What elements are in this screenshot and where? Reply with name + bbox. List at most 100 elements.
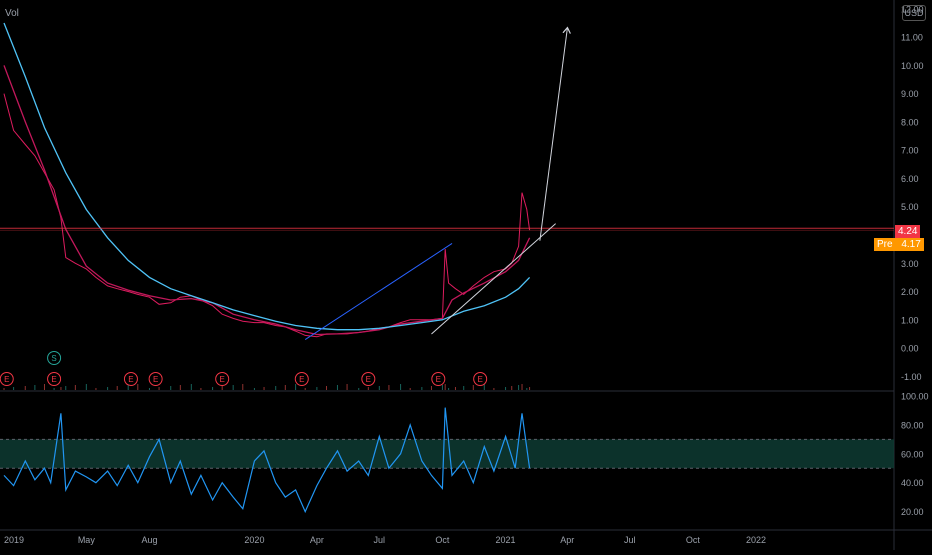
volume-bar <box>242 384 244 390</box>
time-axis-tick-label: Oct <box>435 535 450 545</box>
rsi-axis-tick-label: 100.00 <box>901 392 929 402</box>
volume-bar <box>325 386 327 390</box>
volume-bar <box>212 387 214 390</box>
last-price-tag: 4.24 <box>895 225 921 238</box>
volume-bar <box>441 385 443 390</box>
volume-bar <box>529 387 531 390</box>
volume-bar <box>232 385 234 390</box>
earnings-marker-icon <box>148 372 163 386</box>
last-price-value: 4.24 <box>898 226 918 237</box>
time-axis-tick-label: Jul <box>374 535 386 545</box>
volume-bar <box>444 384 446 390</box>
rsi-band-layer <box>0 438 894 469</box>
earnings-marker-icon <box>361 372 376 386</box>
volume-bar <box>346 384 348 390</box>
earnings-marker-label: E <box>366 375 371 384</box>
volume-bar <box>367 387 369 390</box>
premarket-price-tag: Pre 4.17 <box>874 238 924 251</box>
price-axis-tick-label: 2.00 <box>901 287 919 297</box>
price-axis-tick-label: 3.00 <box>901 259 919 269</box>
volume-bar <box>200 388 202 390</box>
earnings-marker-label: E <box>153 375 158 384</box>
volume-bar <box>518 385 520 390</box>
time-axis-tick-label: 2019 <box>4 535 24 545</box>
earnings-marker-label: E <box>220 375 225 384</box>
split-marker-label: S <box>51 354 56 363</box>
earnings-marker-icon <box>473 372 488 386</box>
rsi-axis-tick-label: 60.00 <box>901 449 924 459</box>
volume-bar <box>116 386 118 390</box>
drawing-layer <box>0 29 894 341</box>
volume-bar <box>483 384 485 390</box>
volume-bar <box>43 384 45 390</box>
earnings-marker-label: E <box>128 375 133 384</box>
earnings-marker-label: E <box>436 375 441 384</box>
earnings-marker-icon <box>215 372 230 386</box>
time-axis-tick-label: Aug <box>141 535 157 545</box>
rsi-line <box>3 407 531 514</box>
axis-layer: -1.000.001.002.003.004.005.006.007.008.0… <box>4 4 929 545</box>
volume-bar <box>95 388 97 390</box>
volume-bar <box>463 386 465 390</box>
marker-layer: E E E E E E E E E S <box>0 351 488 386</box>
volume-bar <box>137 384 139 390</box>
time-axis-tick-label: Apr <box>560 535 574 545</box>
volume-bar <box>65 386 67 390</box>
volume-bar <box>521 384 523 390</box>
premarket-value: 4.17 <box>901 239 921 250</box>
earnings-marker-label: E <box>299 375 304 384</box>
price-axis-tick-label: 11.00 <box>901 33 923 43</box>
volume-bar <box>400 384 402 390</box>
volume-bar <box>107 387 109 390</box>
series-line-price <box>3 93 531 338</box>
channel-line <box>304 243 453 341</box>
volume-bar <box>263 387 265 390</box>
price-axis-tick-label: 8.00 <box>901 117 919 127</box>
price-axis-tick-label: 6.00 <box>901 174 919 184</box>
volume-bar <box>74 385 76 390</box>
currency-badge[interactable]: USD <box>902 5 926 21</box>
volume-bar <box>505 387 507 390</box>
volume-bar <box>34 385 36 390</box>
volume-bar <box>60 387 62 390</box>
price-axis-tick-label: 9.00 <box>901 89 919 99</box>
volume-bar <box>511 386 513 390</box>
volume-bar <box>493 388 495 390</box>
volume-bar <box>179 385 181 390</box>
earnings-marker-label: E <box>51 375 56 384</box>
volume-bar <box>221 386 223 390</box>
volume-bar <box>448 388 450 390</box>
series-line-ma_blue <box>3 22 531 331</box>
volume-bar <box>148 388 150 390</box>
volume-bar <box>316 387 318 390</box>
time-axis-tick-label: Jul <box>624 535 636 545</box>
volume-bar <box>295 384 297 390</box>
volume-bar <box>304 388 306 390</box>
volume-bar <box>275 386 277 390</box>
premarket-label: Pre <box>877 239 893 250</box>
price-axis-tick-label: 5.00 <box>901 202 919 212</box>
volume-bar <box>53 388 55 390</box>
volume-label: Vol <box>5 8 19 19</box>
time-axis-tick-label: Apr <box>310 535 324 545</box>
earnings-marker-label: E <box>4 375 9 384</box>
volume-bar <box>388 385 390 390</box>
rsi-axis-tick-label: 40.00 <box>901 478 924 488</box>
volume-bar <box>170 386 172 390</box>
volume-bar <box>3 388 5 390</box>
volume-bar <box>24 386 26 390</box>
volume-bar <box>378 386 380 390</box>
time-axis-tick-label: 2022 <box>746 535 766 545</box>
earnings-marker-icon <box>0 372 14 386</box>
trendline <box>431 223 556 335</box>
series-line-ma_red <box>3 65 531 336</box>
price-axis-tick-label: 0.00 <box>901 344 919 354</box>
rsi-axis-tick-label: 80.00 <box>901 420 924 430</box>
volume-bar <box>526 388 528 390</box>
earnings-marker-label: E <box>478 375 483 384</box>
volume-bar <box>454 387 456 390</box>
series-layer <box>3 22 531 514</box>
volume-bar <box>472 385 474 390</box>
